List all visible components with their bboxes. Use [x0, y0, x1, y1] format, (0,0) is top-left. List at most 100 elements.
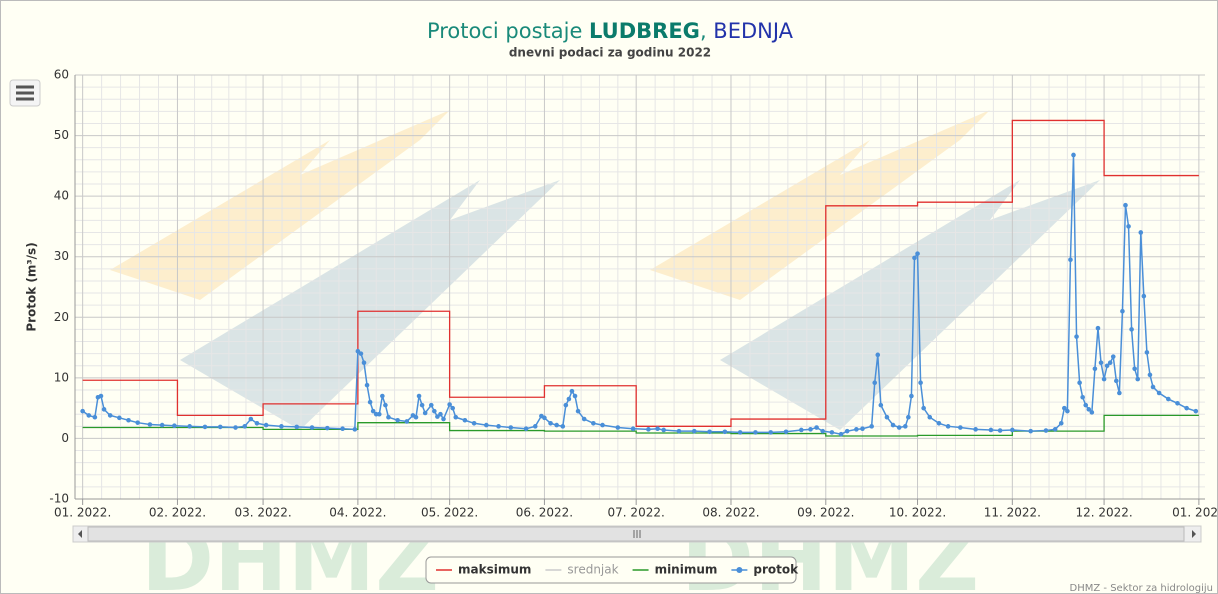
point — [927, 414, 933, 420]
point — [973, 427, 978, 432]
point — [126, 417, 131, 423]
point — [367, 399, 373, 405]
point — [1120, 308, 1125, 314]
point — [1107, 360, 1113, 366]
point — [428, 402, 434, 408]
legend-item[interactable]: protok — [731, 563, 799, 577]
point — [523, 426, 529, 432]
point — [1144, 350, 1150, 355]
menu-button[interactable] — [9, 79, 41, 107]
point — [1150, 384, 1156, 390]
point — [1138, 230, 1144, 235]
point — [294, 424, 300, 430]
legend-label: protok — [753, 563, 799, 577]
x-tick-label: 09. 2022. — [797, 506, 854, 520]
point — [419, 402, 425, 408]
point — [1077, 380, 1082, 386]
point — [1065, 408, 1070, 414]
point — [560, 424, 566, 429]
point — [615, 425, 621, 430]
point — [912, 255, 917, 261]
point — [676, 428, 682, 434]
x-tick-label: 07. 2022. — [608, 506, 665, 520]
point — [135, 420, 140, 425]
point — [248, 416, 254, 422]
point — [890, 422, 896, 428]
point — [997, 428, 1003, 433]
point — [854, 427, 859, 432]
title-station: LUDBREG — [589, 19, 700, 43]
point — [1071, 152, 1076, 158]
point — [1123, 202, 1128, 208]
series-line — [82, 119, 1199, 427]
point — [1058, 420, 1064, 426]
point — [383, 402, 388, 408]
point — [737, 430, 743, 435]
point — [906, 414, 911, 420]
point — [569, 388, 575, 394]
point — [548, 420, 553, 426]
y-tick-label: 0 — [61, 431, 69, 445]
point — [655, 426, 660, 432]
legend-item[interactable]: maksimum — [436, 563, 531, 577]
plot-area — [74, 74, 1205, 505]
point — [309, 425, 315, 430]
point — [453, 414, 459, 420]
point — [918, 380, 923, 386]
point — [1052, 427, 1058, 432]
point — [416, 393, 422, 399]
point — [768, 430, 774, 435]
point — [1062, 405, 1067, 411]
chart-subtitle: dnevni podaci za godinu 2022 — [509, 46, 711, 60]
x-tick-label: 04. 2022. — [329, 506, 386, 520]
point — [1141, 293, 1147, 299]
x-tick-label: 12. 2022. — [1075, 506, 1132, 520]
point — [364, 382, 370, 388]
legend-item[interactable]: minimum — [632, 563, 718, 577]
point — [915, 251, 920, 256]
point — [117, 415, 122, 421]
legend-item[interactable]: srednjak — [545, 563, 619, 577]
y-tick-label: 50 — [54, 128, 69, 142]
point — [630, 426, 636, 432]
watermark-text: DHMZ — [141, 508, 439, 594]
y-tick-label: 10 — [54, 370, 69, 384]
point — [921, 405, 926, 411]
point — [376, 411, 382, 417]
title-part: , — [700, 19, 713, 43]
point — [496, 424, 501, 429]
point — [1101, 376, 1107, 382]
point — [1083, 402, 1089, 408]
point — [233, 425, 238, 430]
point — [1175, 400, 1180, 406]
point — [447, 402, 452, 407]
point — [147, 422, 153, 427]
point — [566, 396, 572, 402]
point — [471, 420, 477, 426]
credits: DHMZ - Sektor za hidrologiju — [1070, 583, 1213, 594]
scrollbar[interactable] — [72, 525, 1202, 543]
point — [1166, 396, 1171, 402]
point — [909, 393, 914, 399]
x-tick-label: 01. 2023 — [1172, 506, 1218, 520]
point — [820, 428, 826, 434]
point — [159, 422, 165, 428]
point — [1147, 372, 1153, 378]
point — [1086, 407, 1092, 412]
chart-title: Protoci postaje LUDBREG, BEDNJA — [427, 19, 794, 43]
point — [896, 425, 902, 430]
legend-label: maksimum — [458, 563, 531, 577]
legend-symbol — [736, 567, 743, 573]
point — [554, 422, 559, 428]
point — [722, 429, 728, 435]
point — [1114, 378, 1119, 384]
point — [386, 414, 391, 420]
point — [958, 425, 963, 430]
point — [279, 424, 284, 429]
point — [936, 420, 942, 426]
point — [172, 423, 177, 429]
point — [783, 429, 789, 435]
point — [404, 419, 410, 424]
point — [1092, 366, 1098, 372]
